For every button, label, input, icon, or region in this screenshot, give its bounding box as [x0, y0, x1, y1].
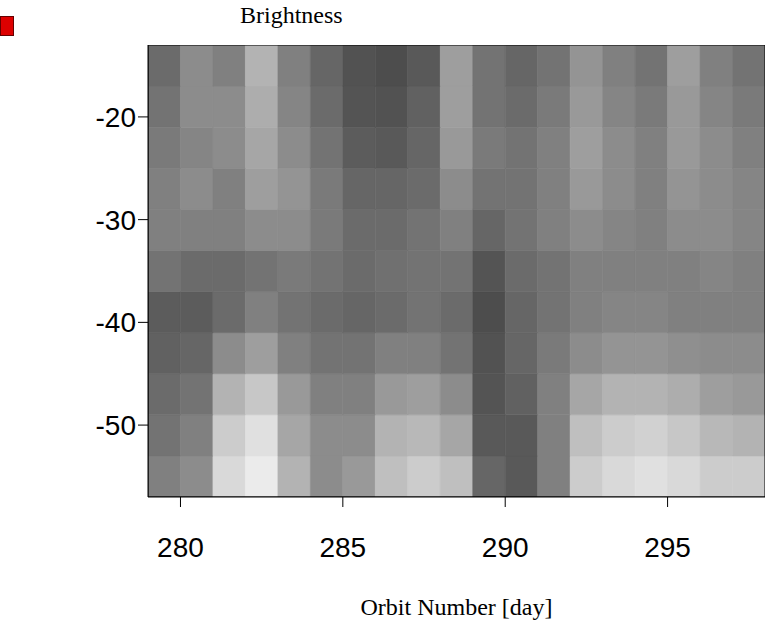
- html-text:Brightness: Brightness: [240, 2, 343, 28]
- svg-text:-30: -30: [96, 205, 136, 236]
- svg-text:295: 295: [644, 532, 691, 563]
- svg-text:285: 285: [319, 532, 366, 563]
- svg-text:-40: -40: [96, 307, 136, 338]
- svg-text:Orbit Number [day]: Orbit Number [day]: [361, 594, 553, 620]
- svg-text:280: 280: [157, 532, 204, 563]
- svg-text:-20: -20: [96, 102, 136, 133]
- svg-text:290: 290: [482, 532, 529, 563]
- svg-text:-50: -50: [96, 410, 136, 441]
